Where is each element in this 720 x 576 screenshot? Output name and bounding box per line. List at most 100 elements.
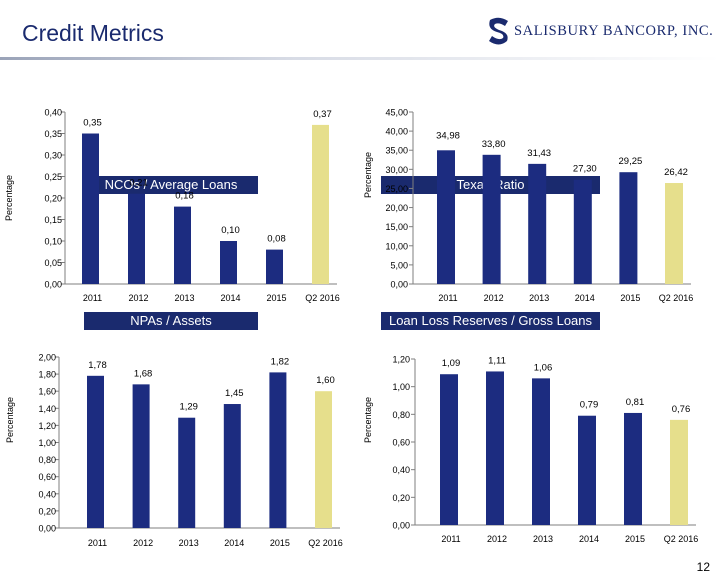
npas-category-label: Q2 2016: [308, 538, 343, 548]
llr-data-label: 1,06: [534, 362, 553, 373]
llr-bar: [486, 371, 504, 525]
npas-y-tick-label: 0,80: [38, 455, 56, 465]
llr-title-bar: [381, 312, 600, 330]
llr-y-tick-label: 0,60: [392, 438, 410, 448]
ncos-data-label: 0,21: [129, 178, 148, 189]
ncos-y-tick-label: 0,25: [44, 172, 62, 182]
llr-data-label: 1,11: [488, 355, 506, 366]
npas-y-tick-label: 1,60: [38, 387, 56, 397]
npas-y-tick-label: 1,80: [38, 370, 56, 380]
npas-bar: [178, 417, 196, 528]
ncos-category-label: 2013: [174, 293, 194, 303]
texas-data-label: 34,98: [436, 130, 460, 141]
texas-category-label: 2013: [529, 293, 549, 303]
npas-category-label: 2015: [270, 538, 290, 548]
npas-y-tick-label: 0,20: [38, 506, 56, 516]
ncos-bar: [128, 193, 145, 284]
ncos-y-tick-label: 0,20: [44, 194, 62, 204]
llr-data-label: 1,09: [442, 358, 461, 369]
texas-bar: [665, 183, 683, 284]
llr-y-tick-label: 1,00: [392, 382, 410, 392]
ncos-y-tick-label: 0,40: [44, 108, 62, 118]
texas-y-tick-label: 10,00: [385, 241, 408, 251]
ncos-data-label: 0,35: [83, 118, 102, 129]
ncos-category-label: 2011: [83, 293, 102, 303]
ncos-category-label: 2015: [266, 293, 286, 303]
npas-bar: [223, 404, 241, 528]
llr-bar: [624, 412, 642, 525]
ncos-bar: [82, 133, 99, 284]
npas-y-tick-label: 2,00: [38, 353, 56, 363]
ncos-category-label: 2014: [220, 293, 240, 303]
texas-bar: [528, 163, 547, 284]
logo-text: SALISBURY BANCORP, INC.: [514, 23, 714, 39]
npas-data-label: 1,82: [271, 356, 290, 367]
npas-y-tick-label: 0,40: [38, 489, 56, 499]
texas-category-label: 2012: [484, 293, 504, 303]
page-title: Credit Metrics: [22, 20, 164, 46]
llr-bar: [670, 419, 688, 525]
llr-category-label: 2011: [441, 534, 460, 544]
texas-category-label: 2014: [575, 293, 595, 303]
npas-y-axis-label: Percentage: [5, 397, 15, 443]
texas-data-label: 31,43: [527, 148, 551, 159]
npas-bar: [315, 391, 332, 528]
npas-data-label: 1,29: [179, 402, 198, 413]
llr-category-label: 2012: [487, 534, 507, 544]
texas-bar: [482, 154, 501, 284]
texas-y-tick-label: 25,00: [385, 184, 408, 194]
npas-data-label: 1,60: [316, 375, 335, 386]
ncos-y-tick-label: 0,10: [44, 237, 62, 247]
llr-data-label: 0,79: [580, 400, 599, 411]
texas-y-tick-label: 15,00: [385, 222, 408, 232]
npas-data-label: 1,78: [88, 360, 107, 371]
texas-data-label: 29,25: [619, 156, 643, 167]
texas-data-label: 27,30: [573, 164, 597, 175]
texas-category-label: Q2 2016: [659, 293, 694, 303]
ncos-y-tick-label: 0,00: [44, 280, 62, 290]
llr-data-label: 0,76: [672, 404, 691, 415]
texas-y-tick-label: 45,00: [385, 108, 408, 118]
texas-y-tick-label: 5,00: [390, 260, 408, 270]
npas-y-tick-label: 1,00: [38, 438, 56, 448]
ncos-bar: [266, 249, 283, 284]
ncos-data-label: 0,10: [221, 225, 240, 236]
texas-data-label: 26,42: [664, 167, 688, 178]
ncos-data-label: 0,18: [175, 191, 194, 202]
llr-category-label: Q2 2016: [664, 534, 699, 544]
llr-bar: [532, 378, 550, 525]
ncos-y-tick-label: 0,35: [44, 129, 62, 139]
llr-y-tick-label: 0,00: [392, 521, 410, 531]
texas-y-tick-label: 40,00: [385, 127, 408, 137]
texas-bar: [619, 172, 638, 284]
texas-category-label: 2015: [620, 293, 640, 303]
ncos-bar: [312, 124, 329, 285]
page-number: 12: [696, 560, 710, 574]
texas-bar: [573, 179, 592, 284]
npas-y-tick-label: 1,20: [38, 421, 56, 431]
ncos-bar: [174, 206, 191, 284]
logo-s-icon: [489, 17, 508, 45]
llr-category-label: 2014: [579, 534, 599, 544]
llr-y-tick-label: 0,80: [392, 410, 410, 420]
ncos-category-label: Q2 2016: [305, 293, 340, 303]
npas-category-label: 2011: [88, 538, 107, 548]
ncos-y-tick-label: 0,05: [44, 258, 62, 268]
llr-y-tick-label: 1,20: [392, 355, 410, 365]
texas-data-label: 33,80: [482, 139, 506, 150]
npas-category-label: 2012: [133, 538, 153, 548]
npas-y-tick-label: 0,60: [38, 472, 56, 482]
ncos-bar: [220, 241, 237, 284]
title-divider: [0, 57, 720, 60]
npas-title-bar: [84, 312, 258, 330]
ncos-y-tick-label: 0,15: [44, 215, 62, 225]
llr-category-label: 2013: [533, 534, 553, 544]
ncos-title-bar: [84, 176, 258, 194]
llr-y-axis-label: Percentage: [363, 397, 373, 443]
npas-category-label: 2014: [224, 538, 244, 548]
ncos-category-label: 2012: [128, 293, 148, 303]
ncos-y-tick-label: 0,30: [44, 151, 62, 161]
ncos-data-label: 0,08: [267, 234, 286, 245]
texas-y-tick-label: 30,00: [385, 165, 408, 175]
